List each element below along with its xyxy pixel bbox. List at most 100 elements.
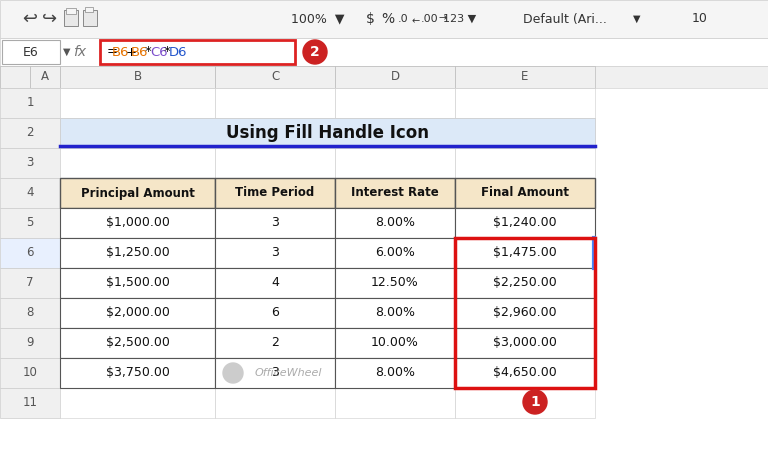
Bar (335, 358, 455, 388)
Bar (2, 40, 60, 64)
Text: $2,500.00: $2,500.00 (105, 336, 170, 349)
Bar (215, 148, 335, 178)
Text: =: = (107, 45, 118, 58)
Text: 12.50%: 12.50% (371, 276, 419, 290)
Bar (60, 358, 215, 388)
Bar (215, 298, 335, 328)
Bar (455, 298, 595, 328)
Text: 10.00%: 10.00% (371, 336, 419, 349)
Bar (215, 66, 335, 88)
Text: 2: 2 (26, 127, 34, 140)
Bar (455, 358, 595, 388)
Text: 2: 2 (271, 336, 279, 349)
Bar (335, 208, 455, 238)
Text: B6: B6 (131, 45, 148, 58)
Text: $4,650.00: $4,650.00 (493, 366, 557, 380)
Bar (60, 238, 215, 268)
Text: Default (Ari...: Default (Ari... (523, 12, 607, 26)
Bar (455, 178, 595, 208)
Text: 10: 10 (22, 366, 38, 380)
Text: $1,500.00: $1,500.00 (105, 276, 170, 290)
Text: Time Period: Time Period (235, 186, 315, 200)
Text: E: E (521, 71, 528, 84)
Bar (60, 298, 215, 328)
Text: $1,250.00: $1,250.00 (106, 246, 170, 259)
Text: 4: 4 (271, 276, 279, 290)
Text: 7: 7 (26, 276, 34, 290)
Text: 3: 3 (26, 157, 34, 169)
Bar (455, 148, 595, 178)
Text: Principal Amount: Principal Amount (81, 186, 194, 200)
Bar (215, 238, 335, 268)
Text: →: → (439, 13, 447, 23)
Bar (60, 298, 215, 328)
Text: Final Amount: Final Amount (481, 186, 569, 200)
Bar (30, 66, 60, 88)
Text: B6: B6 (112, 45, 130, 58)
Bar (60, 178, 215, 208)
Bar (455, 238, 595, 268)
Bar (60, 118, 595, 148)
Text: A: A (41, 71, 49, 84)
Text: Interest Rate: Interest Rate (351, 186, 439, 200)
Bar (455, 66, 595, 88)
Bar (335, 178, 455, 208)
Bar (335, 88, 455, 118)
Bar (455, 388, 595, 418)
Bar (215, 328, 335, 358)
Text: *: * (145, 45, 152, 58)
Bar (335, 268, 455, 298)
Bar (60, 208, 215, 238)
Text: 6: 6 (26, 246, 34, 259)
Bar (335, 328, 455, 358)
Bar (335, 118, 455, 148)
Text: 6.00%: 6.00% (375, 246, 415, 259)
Bar (0, 0, 768, 38)
Bar (335, 268, 455, 298)
Bar (60, 238, 215, 268)
Text: $1,475.00: $1,475.00 (493, 246, 557, 259)
Bar (60, 118, 215, 148)
Bar (60, 268, 215, 298)
Bar (215, 268, 335, 298)
Text: .00: .00 (421, 14, 439, 24)
Bar (455, 238, 595, 388)
Text: $2,960.00: $2,960.00 (493, 307, 557, 319)
Bar (215, 238, 335, 268)
Text: 8.00%: 8.00% (375, 217, 415, 230)
Bar (455, 328, 595, 358)
Bar (455, 208, 595, 238)
Text: $: $ (366, 12, 375, 26)
Bar (335, 208, 455, 238)
Text: ←: ← (412, 16, 420, 26)
Text: C: C (271, 71, 279, 84)
Bar (455, 118, 595, 148)
Bar (66, 8, 76, 14)
Bar (0, 238, 60, 268)
Bar (455, 298, 595, 328)
Bar (455, 268, 595, 298)
Bar (215, 358, 335, 388)
Bar (60, 328, 215, 358)
Bar (215, 178, 335, 208)
Text: 6: 6 (271, 307, 279, 319)
Bar (0, 66, 30, 88)
Bar (335, 298, 455, 328)
Text: +: + (126, 45, 137, 58)
Text: D: D (390, 71, 399, 84)
Bar (455, 88, 595, 118)
Text: 11: 11 (22, 397, 38, 409)
Text: 2: 2 (310, 45, 320, 59)
Bar (455, 178, 595, 208)
Text: Using Fill Handle Icon: Using Fill Handle Icon (226, 124, 429, 142)
Bar (60, 268, 215, 298)
Text: ▼: ▼ (63, 47, 71, 57)
Circle shape (523, 390, 547, 414)
Bar (215, 88, 335, 118)
Bar (215, 178, 335, 208)
Bar (60, 358, 215, 388)
Text: $1,000.00: $1,000.00 (105, 217, 170, 230)
Bar (215, 358, 335, 388)
Bar (0, 148, 60, 178)
Bar (0, 328, 60, 358)
